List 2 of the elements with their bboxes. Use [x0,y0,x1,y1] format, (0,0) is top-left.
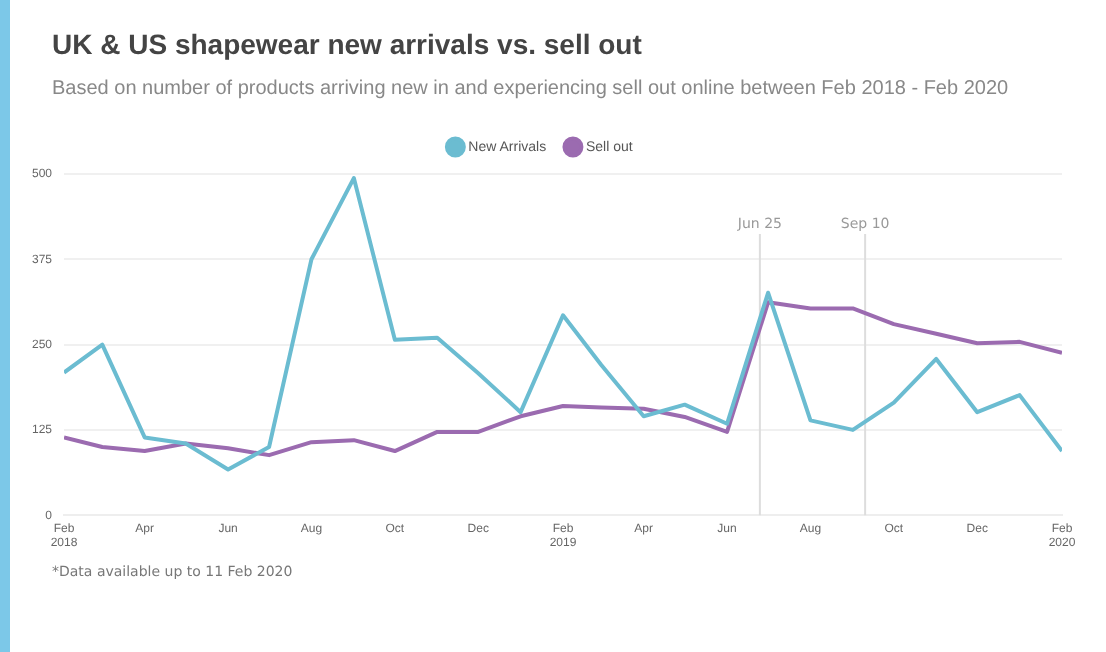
chart-subtitle: Based on number of products arriving new in and experiencing sell out online between Feb 2018 - Feb 2020 [52,78,1009,100]
chart-title: UK & US shapewear new arrivals vs. sell out [52,28,642,60]
